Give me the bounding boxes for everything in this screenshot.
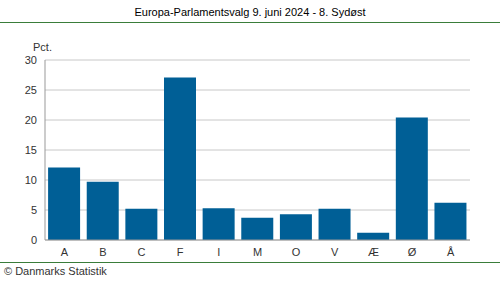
- svg-text:O: O: [292, 246, 301, 258]
- svg-text:V: V: [331, 246, 339, 258]
- html-text:Pct.: Pct.: [33, 41, 52, 53]
- svg-text:C: C: [138, 246, 146, 258]
- svg-text:Å: Å: [447, 246, 455, 258]
- svg-text:5: 5: [31, 204, 37, 216]
- svg-text:B: B: [99, 246, 106, 258]
- svg-text:20: 20: [25, 114, 37, 126]
- svg-text:25: 25: [25, 84, 37, 96]
- svg-text:A: A: [61, 246, 69, 258]
- svg-text:Æ: Æ: [368, 246, 379, 258]
- svg-text:10: 10: [25, 174, 37, 186]
- html-text:Europa-Parlamentsvalg 9. juni: Europa-Parlamentsvalg 9. juni 2024 - 8. …: [134, 6, 366, 18]
- svg-text:M: M: [253, 246, 262, 258]
- svg-text:15: 15: [25, 144, 37, 156]
- svg-text:Ø: Ø: [408, 246, 417, 258]
- svg-text:I: I: [217, 246, 220, 258]
- svg-text:0: 0: [31, 234, 37, 246]
- svg-text:F: F: [177, 246, 184, 258]
- svg-text:30: 30: [25, 54, 37, 66]
- html-text:© Danmarks Statistik: © Danmarks Statistik: [4, 265, 107, 277]
